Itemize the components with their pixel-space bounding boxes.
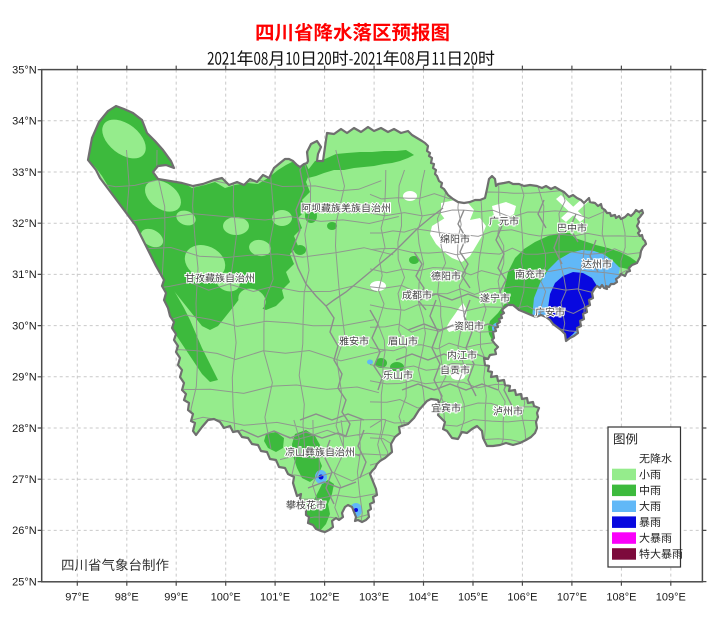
svg-text:26°N: 26°N — [12, 525, 37, 537]
svg-text:108°E: 108°E — [606, 591, 636, 603]
svg-text:35°N: 35°N — [12, 64, 37, 76]
svg-text:99°E: 99°E — [164, 591, 188, 603]
svg-text:102°E: 102°E — [310, 591, 340, 603]
svg-text:101°E: 101°E — [260, 591, 290, 603]
svg-text:98°E: 98°E — [115, 591, 139, 603]
svg-text:104°E: 104°E — [408, 591, 438, 603]
svg-text:109°E: 109°E — [656, 591, 686, 603]
svg-text:106°E: 106°E — [507, 591, 537, 603]
svg-text:30°N: 30°N — [12, 320, 37, 332]
svg-text:100°E: 100°E — [211, 591, 241, 603]
svg-text:25°N: 25°N — [12, 576, 37, 588]
svg-text:29°N: 29°N — [12, 372, 37, 384]
svg-text:31°N: 31°N — [12, 269, 37, 281]
svg-text:105°E: 105°E — [458, 591, 488, 603]
svg-text:103°E: 103°E — [359, 591, 389, 603]
svg-text:34°N: 34°N — [12, 116, 37, 128]
svg-text:107°E: 107°E — [557, 591, 587, 603]
svg-text:28°N: 28°N — [12, 423, 37, 435]
svg-text:33°N: 33°N — [12, 167, 37, 179]
svg-text:97°E: 97°E — [65, 591, 89, 603]
svg-text:32°N: 32°N — [12, 218, 37, 230]
svg-text:27°N: 27°N — [12, 474, 37, 486]
